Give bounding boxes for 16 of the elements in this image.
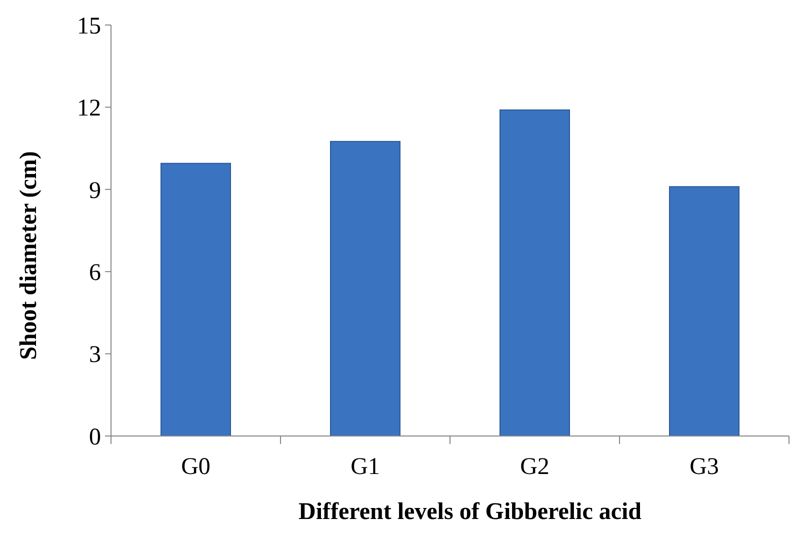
y-tick-label: 0	[89, 424, 101, 450]
y-tick-label: 12	[77, 96, 101, 122]
x-tick-label: G0	[181, 454, 210, 480]
bar	[500, 109, 570, 436]
y-tick-label: 3	[89, 342, 101, 368]
x-tick-label: G3	[690, 454, 719, 480]
x-tick-label: G2	[520, 454, 550, 480]
y-tick-label: 9	[89, 178, 101, 204]
y-axis-title: Shoot diameter (cm)	[16, 151, 42, 360]
y-tick-label: 15	[77, 13, 101, 40]
x-tick-label: G1	[350, 454, 380, 480]
x-axis-title: Different levels of Gibberelic acid	[298, 499, 642, 525]
bar	[160, 162, 231, 436]
bar	[669, 186, 740, 436]
bar	[330, 140, 400, 436]
y-tick-label: 6	[89, 260, 101, 286]
